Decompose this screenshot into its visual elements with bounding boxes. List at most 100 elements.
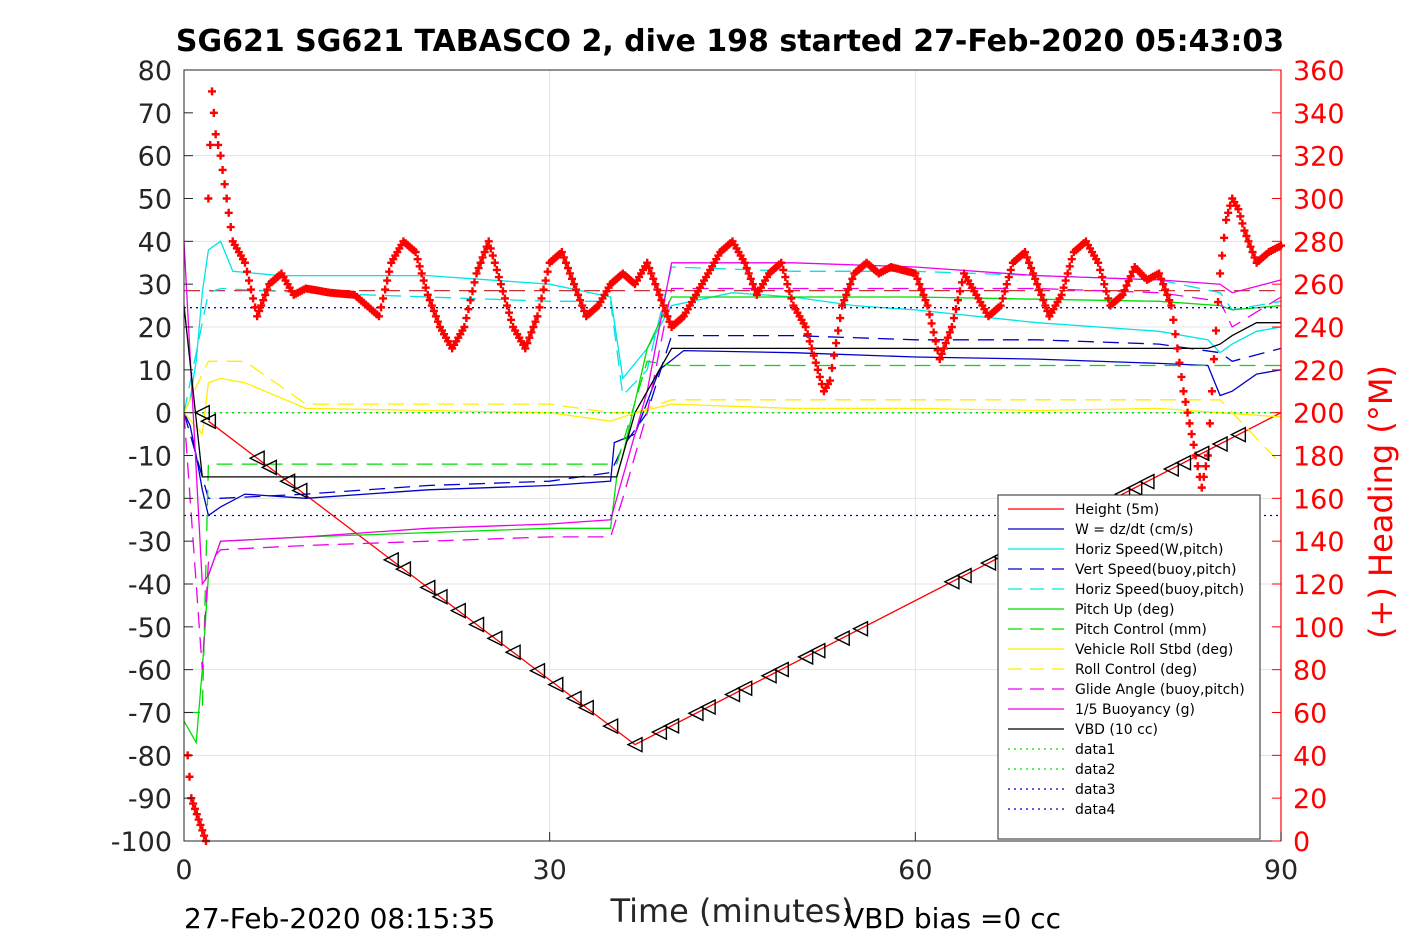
heading-point: [750, 285, 759, 294]
heading-point: [253, 312, 262, 321]
heading-point: [1246, 242, 1255, 251]
triangle-marker: [486, 630, 503, 647]
x-axis-ticks: 0 30 60 90: [175, 832, 1298, 886]
heading-point: [913, 274, 922, 283]
heading-point: [1027, 264, 1036, 273]
heading-point: [1065, 262, 1074, 271]
heading-point: [574, 290, 583, 299]
heading-point: [1203, 451, 1212, 460]
heading-point: [486, 244, 495, 253]
series-10: [183, 241, 1282, 586]
heading-point: [647, 269, 656, 278]
triangle-marker: [449, 602, 466, 619]
heading-point: [1205, 419, 1214, 428]
heading-point: [570, 280, 579, 289]
x-tick-label: 30: [532, 855, 566, 886]
heading-point: [933, 346, 942, 355]
x-tick-label: 90: [1264, 855, 1298, 886]
heading-point: [956, 287, 965, 296]
heading-point: [216, 151, 225, 160]
right-tick-label: 40: [1293, 741, 1327, 772]
heading-point: [527, 328, 536, 337]
heading-point: [539, 285, 548, 294]
triangle-marker: [1162, 460, 1180, 478]
triangle-marker: [193, 404, 210, 421]
heading-point: [200, 831, 209, 840]
heading-point: [807, 344, 816, 353]
heading-point: [815, 372, 824, 381]
heading-point: [563, 264, 572, 273]
heading-point: [490, 258, 499, 267]
heading-point: [1197, 483, 1206, 492]
heading-point: [1187, 430, 1196, 439]
heading-point: [543, 267, 552, 276]
heading-point: [838, 301, 847, 310]
heading-point: [525, 333, 534, 342]
x-tick-label: 0: [175, 855, 192, 886]
heading-point: [462, 314, 471, 323]
heading-point: [245, 276, 254, 285]
heading-point: [1193, 462, 1202, 471]
heading-point: [189, 799, 198, 808]
heading-point: [541, 276, 550, 285]
right-axis-ticks: 3603403203002802602402202001801601401201…: [1272, 56, 1345, 858]
series-4: [183, 266, 1282, 413]
heading-point: [466, 296, 475, 305]
heading-point: [803, 330, 812, 339]
heading-point: [226, 223, 235, 232]
heading-point: [840, 296, 849, 305]
heading-point: [1155, 269, 1164, 278]
heading-point: [533, 312, 542, 321]
heading-point: [190, 804, 199, 813]
heading-point: [411, 248, 420, 257]
heading-point: [521, 344, 530, 353]
series-8: [183, 360, 1282, 465]
heading-point: [832, 339, 841, 348]
triangle-marker: [291, 482, 308, 499]
triangle-marker: [979, 554, 997, 572]
heading-point: [561, 258, 570, 267]
left-tick-label: 30: [138, 270, 172, 301]
heading-point: [1165, 296, 1174, 305]
right-axis-label: (+) Heading (°M): [1362, 365, 1400, 639]
right-tick-label: 240: [1293, 313, 1345, 344]
heading-point: [805, 337, 814, 346]
legend-label: Pitch Up (deg): [1075, 602, 1174, 618]
heading-point: [1183, 408, 1192, 417]
heading-point: [911, 269, 920, 278]
heading-point: [431, 312, 440, 321]
left-tick-label: 20: [138, 313, 172, 344]
right-tick-label: 340: [1293, 99, 1345, 130]
right-tick-label: 120: [1293, 570, 1345, 601]
heading-point: [844, 285, 853, 294]
heading-point: [925, 310, 934, 319]
right-tick-label: 280: [1293, 227, 1345, 258]
heading-point: [1179, 387, 1188, 396]
heading-point: [464, 305, 473, 314]
heading-point: [222, 194, 231, 203]
legend-label: data2: [1075, 762, 1115, 778]
triangle-marker: [772, 661, 789, 678]
heading-point: [1004, 273, 1013, 282]
heading-point: [783, 280, 792, 289]
heading-point: [476, 258, 485, 267]
heading-point: [1002, 280, 1011, 289]
right-tick-label: 300: [1293, 185, 1345, 216]
left-tick-label: -90: [128, 784, 172, 815]
heading-point: [415, 262, 424, 271]
heading-point: [224, 208, 233, 217]
heading-point: [742, 264, 751, 273]
heading-point: [185, 772, 194, 781]
heading-point: [1041, 301, 1050, 310]
heading-point: [427, 301, 436, 310]
triangle-marker: [1211, 435, 1228, 453]
triangle-marker: [736, 680, 753, 697]
triangle-marker: [431, 588, 448, 605]
heading-point: [663, 312, 672, 321]
triangle-marker: [943, 573, 960, 590]
heading-point: [661, 306, 670, 315]
heading-point: [813, 365, 822, 374]
legend-label: Horiz Speed(W,pitch): [1075, 542, 1223, 558]
heading-point: [842, 290, 851, 299]
heading-point: [1181, 397, 1190, 406]
